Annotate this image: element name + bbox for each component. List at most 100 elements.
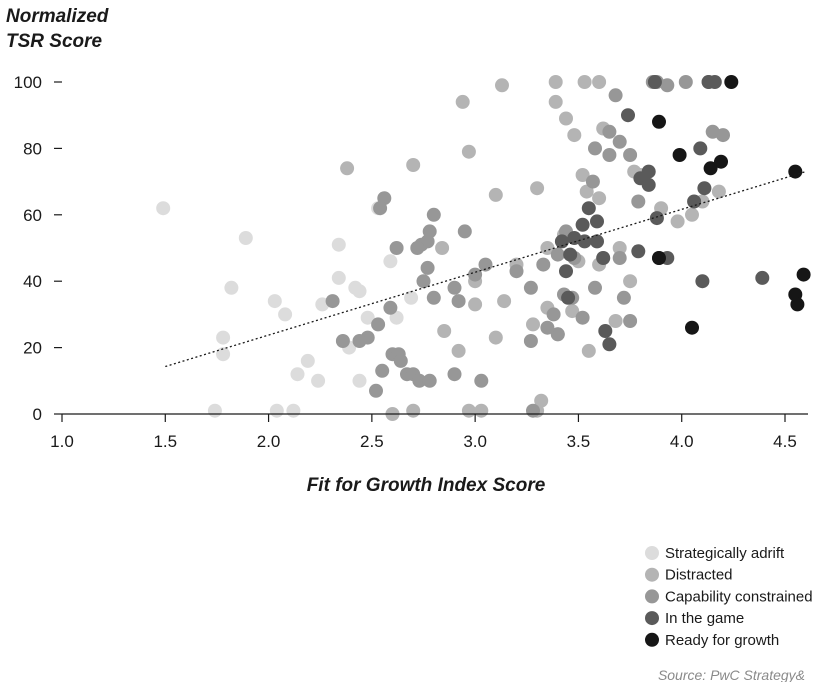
point-in-the-game: [575, 217, 590, 232]
point-distracted: [670, 214, 685, 229]
point-strategically-adrift: [290, 367, 305, 382]
point-strategically-adrift: [238, 231, 253, 245]
point-strategically-adrift: [156, 201, 171, 216]
point-in-the-game: [687, 194, 702, 209]
point-distracted: [530, 181, 545, 196]
point-capability-constrained: [588, 280, 602, 295]
y-tick-label: 0: [33, 405, 42, 424]
point-capability-constrained: [716, 128, 730, 143]
point-distracted: [565, 304, 580, 319]
legend-marker-ready-for-growth: [645, 632, 659, 647]
point-strategically-adrift: [360, 310, 375, 325]
point-capability-constrained: [509, 264, 524, 279]
point-capability-constrained: [660, 78, 675, 93]
point-strategically-adrift: [286, 403, 301, 418]
point-distracted: [612, 241, 627, 255]
point-capability-constrained: [369, 383, 383, 398]
point-capability-constrained: [447, 367, 462, 382]
point-capability-constrained: [373, 201, 388, 216]
point-strategically-adrift: [300, 353, 315, 368]
point-ready-for-growth: [796, 267, 811, 282]
point-in-the-game: [590, 214, 604, 229]
point-strategically-adrift: [269, 403, 284, 418]
point-distracted: [559, 111, 573, 126]
x-tick-label: 1.0: [50, 432, 74, 451]
point-distracted: [711, 184, 726, 199]
point-strategically-adrift: [404, 290, 419, 305]
point-distracted: [488, 330, 503, 345]
legend-marker-capability-constrained: [645, 589, 659, 604]
point-distracted: [461, 403, 476, 418]
point-distracted: [577, 75, 592, 89]
point-distracted: [340, 161, 355, 176]
point-in-the-game: [641, 164, 656, 179]
point-capability-constrained: [426, 290, 441, 305]
point-capability-constrained: [352, 334, 367, 348]
point-in-the-game: [598, 324, 613, 338]
y-tick-label: 60: [23, 206, 42, 225]
point-capability-constrained: [325, 294, 340, 309]
point-strategically-adrift: [331, 270, 346, 285]
legend-label-distracted: Distracted: [665, 567, 733, 584]
point-strategically-adrift: [216, 330, 231, 345]
point-distracted: [526, 317, 540, 332]
point-ready-for-growth: [714, 154, 728, 169]
point-in-the-game: [649, 211, 664, 226]
point-distracted: [497, 294, 512, 309]
x-tick-label: 4.5: [773, 432, 797, 451]
point-ready-for-growth: [788, 164, 803, 179]
point-strategically-adrift: [224, 280, 239, 295]
point-capability-constrained: [451, 294, 466, 309]
point-capability-constrained: [540, 320, 555, 335]
point-distracted: [592, 191, 607, 206]
data-points: [156, 75, 811, 421]
point-capability-constrained: [447, 280, 462, 295]
point-strategically-adrift: [352, 284, 367, 299]
point-capability-constrained: [575, 310, 590, 325]
point-distracted: [455, 94, 470, 109]
point-in-the-game: [567, 231, 582, 245]
point-capability-constrained: [623, 148, 638, 162]
point-capability-constrained: [550, 327, 565, 342]
y-tick-label: 100: [14, 73, 42, 92]
point-distracted: [623, 274, 638, 289]
point-capability-constrained: [457, 224, 472, 239]
y-tick-label: 40: [23, 272, 42, 291]
point-capability-constrained: [412, 373, 427, 388]
point-distracted: [592, 75, 607, 89]
point-ready-for-growth: [790, 297, 805, 312]
point-capability-constrained: [416, 274, 431, 289]
x-tick-label: 2.0: [257, 432, 281, 451]
point-capability-constrained: [631, 194, 646, 209]
point-capability-constrained: [602, 124, 617, 139]
x-tick-label: 4.0: [670, 432, 694, 451]
point-in-the-game: [695, 274, 710, 289]
point-ready-for-growth: [652, 114, 666, 129]
point-capability-constrained: [612, 134, 627, 149]
point-in-the-game: [561, 290, 576, 305]
point-in-the-game: [581, 201, 596, 216]
point-in-the-game: [621, 108, 635, 123]
point-capability-constrained: [371, 317, 386, 332]
x-tick-label: 3.5: [567, 432, 591, 451]
point-strategically-adrift: [207, 403, 222, 418]
point-ready-for-growth: [652, 251, 666, 265]
point-distracted: [468, 297, 483, 312]
point-distracted: [581, 343, 596, 358]
point-in-the-game: [641, 177, 656, 192]
point-capability-constrained: [474, 373, 489, 388]
point-capability-constrained: [608, 88, 623, 103]
x-axis-label: Fit for Growth Index Score: [307, 475, 546, 496]
point-distracted: [608, 314, 623, 328]
point-capability-constrained: [602, 148, 617, 162]
point-ready-for-growth: [672, 148, 687, 162]
point-in-the-game: [596, 251, 611, 265]
source-note: Source: PwC Strategy&: [658, 667, 805, 682]
point-in-the-game: [602, 337, 617, 352]
point-strategically-adrift: [267, 294, 282, 309]
y-tick-label: 80: [23, 139, 42, 158]
point-distracted: [567, 128, 582, 143]
y-axis-label: Normalized TSR Score: [6, 6, 109, 52]
point-distracted: [495, 78, 509, 93]
trendline: [165, 171, 806, 368]
